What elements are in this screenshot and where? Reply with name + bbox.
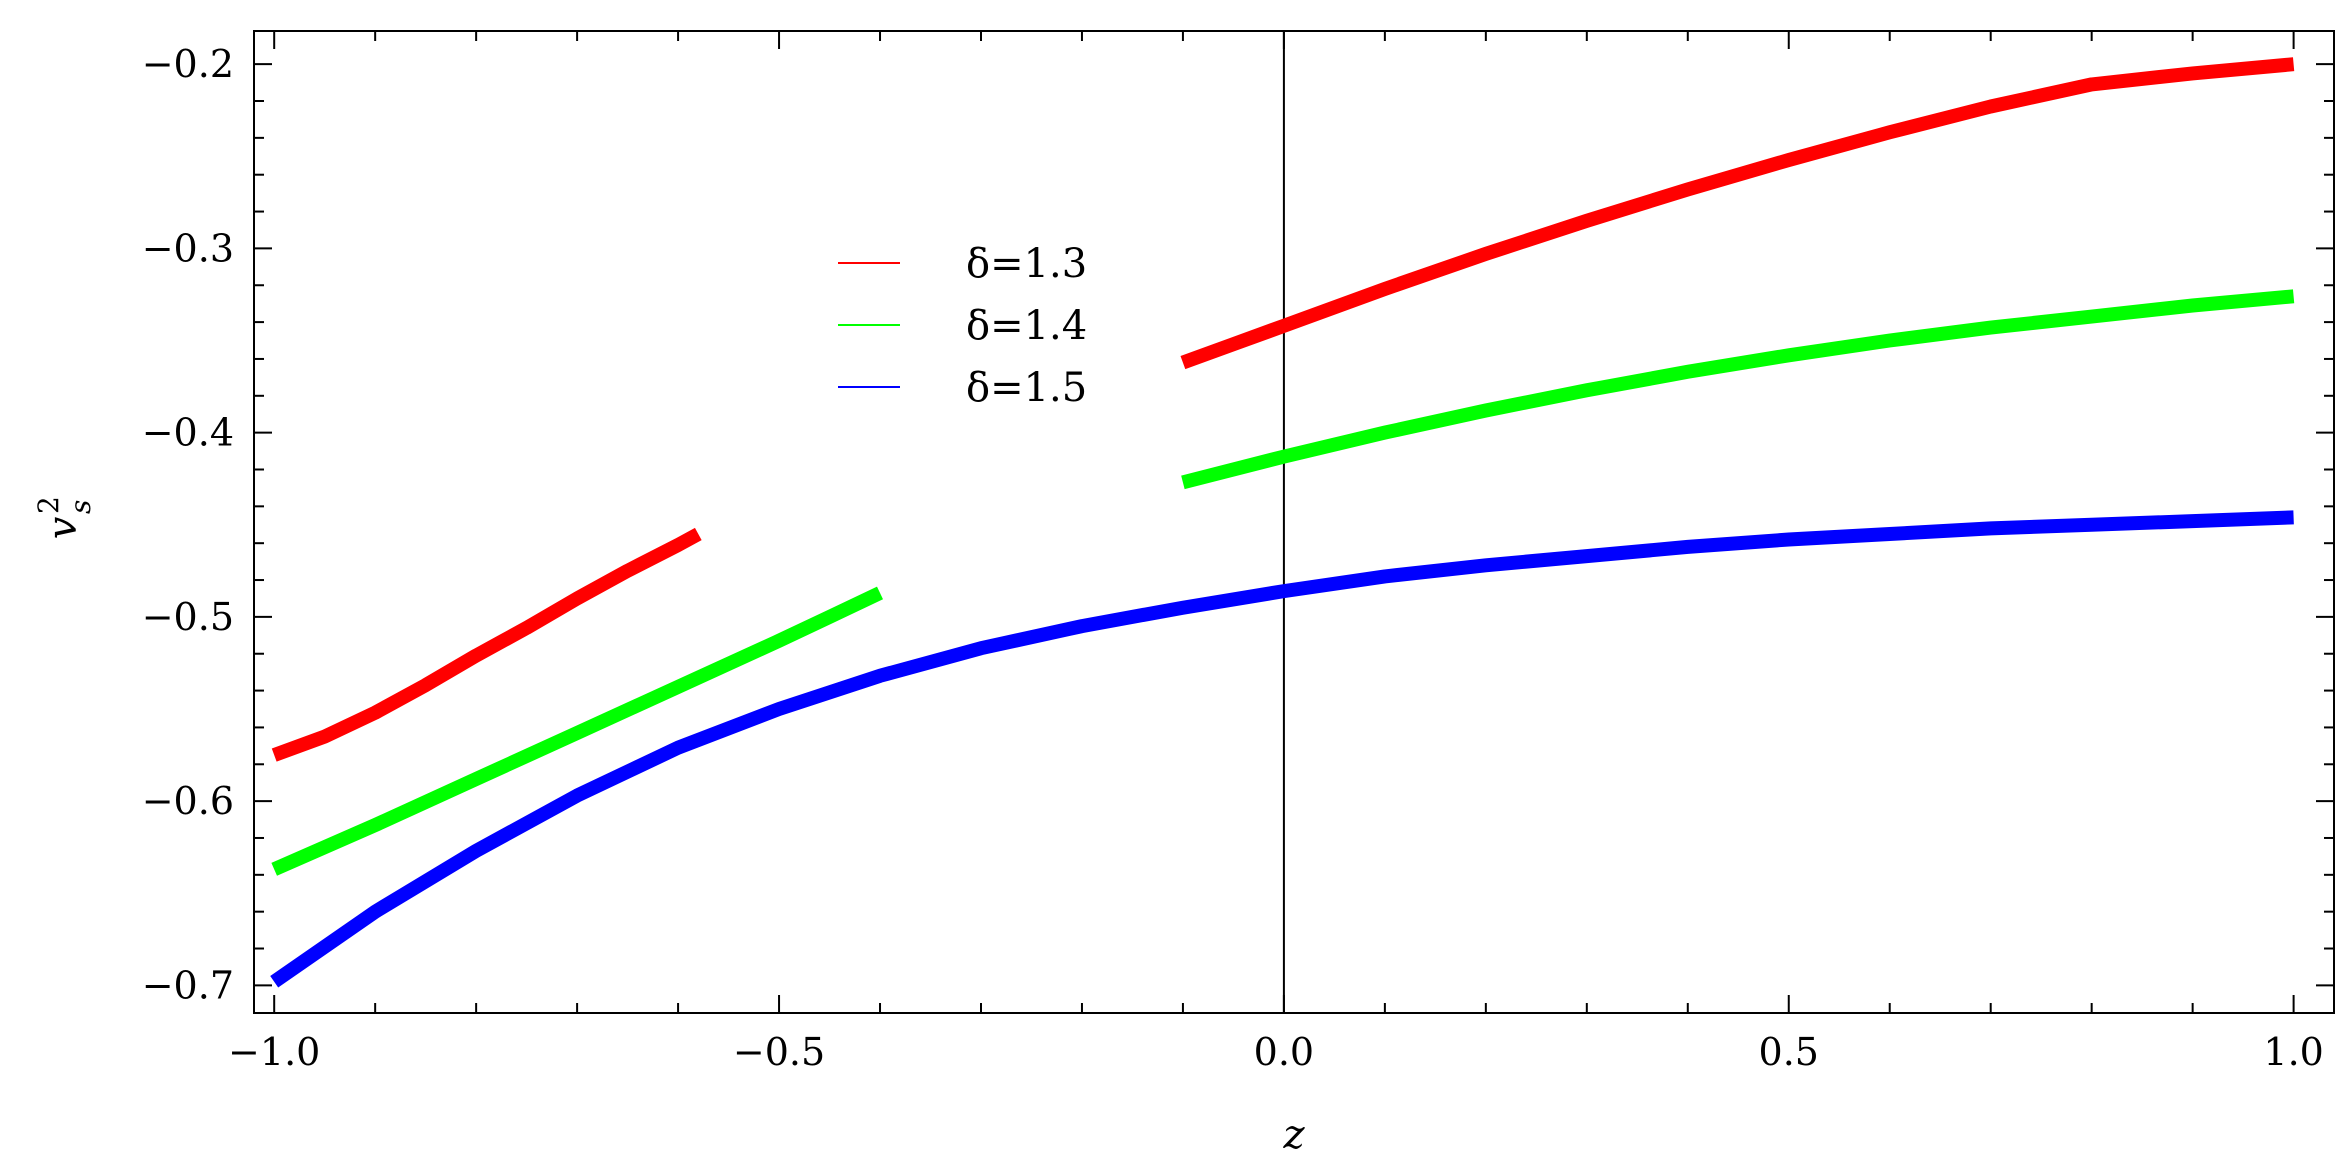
y-axis-label-sub: s [64, 500, 97, 514]
series-line [270, 510, 2294, 988]
y-tick-label: −0.4 [142, 411, 234, 455]
series-line [271, 527, 702, 762]
legend-label: δ=1.3 [966, 241, 1087, 287]
legend-label: δ=1.4 [966, 303, 1087, 349]
series-line [1180, 57, 2295, 370]
series-3 [270, 510, 2294, 988]
x-axis-label: z [1282, 1112, 1305, 1158]
series-line [1181, 289, 2295, 490]
y-axis-label: v 2 s [32, 496, 97, 539]
y-tick-label: −0.2 [142, 42, 234, 86]
svg-text:v: v [40, 516, 86, 539]
series-layer [270, 57, 2295, 988]
y-tick-label: −0.3 [142, 226, 234, 270]
x-tick-label: 0.0 [1254, 1030, 1314, 1074]
series-1 [271, 57, 2295, 762]
plot-frame [253, 30, 2335, 1014]
legend-label: δ=1.5 [966, 365, 1087, 411]
x-tick-label: −1.0 [228, 1030, 320, 1074]
x-tick-label: 1.0 [2263, 1030, 2323, 1074]
y-axis-label-base: v [40, 516, 86, 539]
series-2 [271, 289, 2295, 876]
series-line [271, 586, 884, 876]
legend: δ=1.3 δ=1.4 δ=1.5 [838, 241, 1087, 411]
y-tick-label: −0.5 [142, 595, 234, 639]
y-tick-label: −0.7 [142, 963, 234, 1007]
y-tick-label: −0.6 [142, 779, 234, 823]
x-tick-label: 0.5 [1759, 1030, 1819, 1074]
tick-labels: −1.0 −0.5 0.0 0.5 1.0 −0.7 −0.6 −0.5 −0.4 −0.3 −0.… [142, 42, 2324, 1074]
x-tick-label: −0.5 [733, 1030, 825, 1074]
y-axis-label-sup: 2 [32, 496, 65, 514]
